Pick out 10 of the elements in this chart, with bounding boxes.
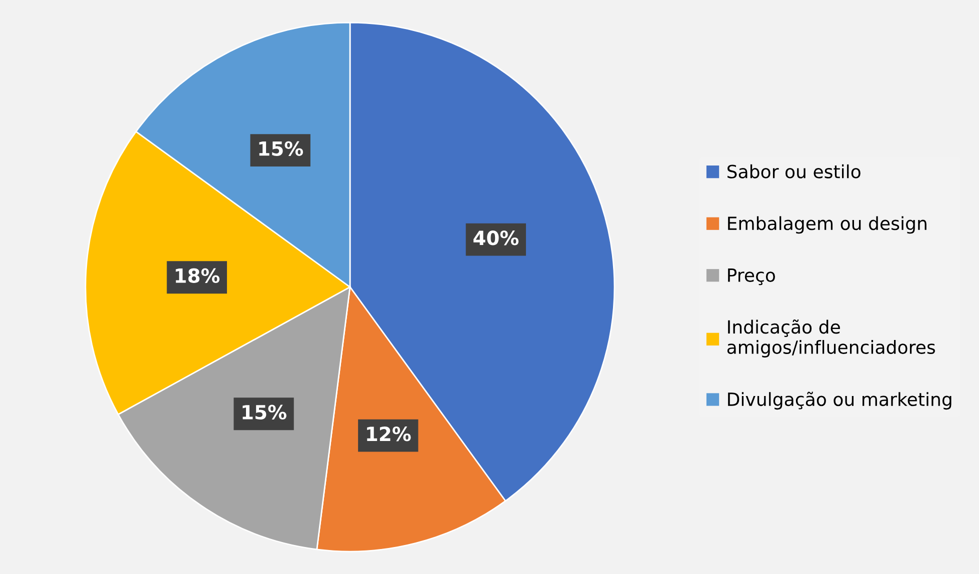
legend-label: Sabor ou estilo	[727, 164, 860, 178]
data-label: 15%	[242, 404, 286, 420]
legend-label: Indicação de amigos/influenciadores	[727, 319, 935, 358]
data-label: 18%	[176, 268, 220, 284]
legend-label: Preço	[728, 268, 775, 286]
legend-label: Divulgação ou marketing	[728, 392, 952, 410]
data-label: 15%	[259, 141, 303, 156]
legend-label: Embalagem ou design	[728, 216, 926, 234]
data-label: 12%	[367, 426, 411, 442]
data-label: 40%	[473, 230, 519, 246]
